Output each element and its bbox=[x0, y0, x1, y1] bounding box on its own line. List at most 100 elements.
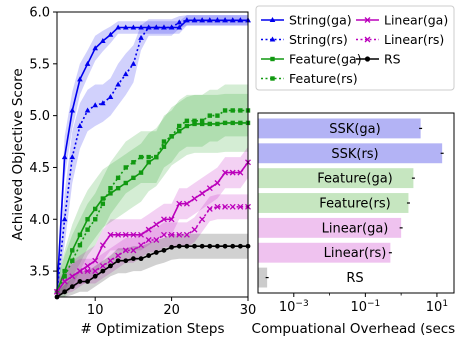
marker-stringrs bbox=[145, 24, 152, 30]
legend-entry: String(rs) bbox=[261, 32, 348, 47]
marker-rs bbox=[222, 243, 228, 249]
marker-stringga bbox=[92, 45, 98, 51]
legend-label: Linear(rs) bbox=[384, 32, 444, 47]
marker-featurega bbox=[131, 175, 136, 181]
marker-linearrs bbox=[168, 231, 175, 238]
line-x-tick-label: 10 bbox=[87, 303, 104, 318]
bar-label: Linear(rs) bbox=[324, 246, 387, 261]
marker-featurers bbox=[115, 175, 121, 181]
marker-featurers bbox=[123, 165, 128, 170]
marker-linearrs bbox=[115, 252, 122, 259]
marker-rs bbox=[146, 253, 152, 258]
marker-linearga bbox=[206, 185, 213, 192]
marker-linearrs bbox=[214, 203, 221, 210]
marker-stringrs bbox=[138, 34, 144, 40]
marker-linearrs bbox=[222, 203, 229, 210]
marker-linearrs bbox=[61, 278, 68, 285]
line-y-tick-label: 4.0 bbox=[29, 213, 50, 228]
marker-linearga bbox=[229, 169, 236, 176]
line-y-tick-label: 5.5 bbox=[29, 57, 50, 72]
legend-marker bbox=[364, 36, 371, 43]
marker-linearga bbox=[138, 231, 144, 238]
marker-stringga bbox=[61, 154, 68, 160]
marker-rs bbox=[123, 258, 129, 264]
marker-rs bbox=[92, 273, 98, 279]
bar-featurega bbox=[258, 168, 414, 189]
marker-rs bbox=[108, 263, 113, 269]
marker-stringrs bbox=[153, 24, 160, 30]
marker-featurers bbox=[222, 108, 228, 113]
marker-linearga bbox=[115, 231, 122, 238]
line-x-tick-label: 30 bbox=[240, 303, 257, 318]
marker-stringga bbox=[122, 24, 129, 30]
marker-featurers bbox=[192, 118, 197, 124]
line-x-axis-label: # Optimization Steps bbox=[80, 321, 224, 337]
marker-stringrs bbox=[107, 93, 114, 99]
bar-label: SSK(rs) bbox=[331, 147, 378, 162]
marker-linearga bbox=[183, 200, 190, 207]
marker-linearga bbox=[145, 226, 152, 233]
marker-linearga bbox=[168, 216, 175, 223]
bar-x-ticks: 10−3 10−1 101 bbox=[279, 293, 448, 315]
bar-label: Feature(rs) bbox=[319, 197, 390, 212]
marker-featurers bbox=[230, 108, 235, 113]
marker-stringrs bbox=[77, 123, 83, 128]
marker-stringga bbox=[176, 24, 183, 30]
marker-stringrs bbox=[229, 17, 236, 23]
marker-linearga bbox=[107, 231, 114, 238]
marker-featurega bbox=[177, 128, 182, 134]
bar-label: RS bbox=[346, 271, 363, 286]
line-plot-frame bbox=[56, 11, 249, 298]
bar-plot-frame bbox=[257, 112, 455, 294]
legend-label: String(ga) bbox=[289, 13, 352, 28]
legend-entry: String(ga) bbox=[261, 13, 352, 28]
marker-featurega bbox=[100, 196, 106, 201]
marker-rs bbox=[115, 258, 121, 264]
line-x-ticks: 10 20 30 bbox=[87, 297, 256, 318]
bar-x-tick-label: 10−3 bbox=[279, 299, 309, 315]
marker-featurega bbox=[62, 268, 67, 274]
legend-marker bbox=[364, 17, 371, 23]
marker-stringrs bbox=[122, 71, 129, 77]
marker-linearga bbox=[122, 231, 129, 238]
bar-sskrs bbox=[258, 143, 443, 164]
marker-stringrs bbox=[115, 81, 121, 87]
marker-featurega bbox=[93, 206, 98, 212]
legend-label: RS bbox=[384, 52, 401, 67]
marker-rs bbox=[230, 243, 236, 249]
marker-linearrs bbox=[76, 268, 83, 275]
marker-rs bbox=[77, 279, 83, 284]
marker-featurega bbox=[192, 121, 197, 127]
marker-featurers bbox=[85, 227, 90, 232]
line-y-tick-label: 4.5 bbox=[29, 161, 50, 176]
marker-rs bbox=[62, 289, 68, 295]
line-y-tick-label: 5.0 bbox=[29, 109, 50, 124]
marker-stringga bbox=[115, 24, 121, 30]
marker-featurega bbox=[215, 121, 220, 127]
marker-featurers bbox=[215, 113, 220, 118]
legend-label: String(rs) bbox=[289, 32, 348, 47]
legend-marker bbox=[270, 76, 275, 81]
bar-chart: SSK(ga) SSK(rs) Feature(ga) Feature(rs) Line… bbox=[252, 112, 456, 337]
marker-stringrs bbox=[176, 19, 183, 25]
marker-featurers bbox=[177, 123, 182, 129]
marker-featurega bbox=[230, 120, 235, 126]
marker-featurers bbox=[184, 118, 190, 124]
marker-linearga bbox=[99, 242, 106, 249]
marker-featurers bbox=[131, 160, 136, 165]
bar-featurers bbox=[258, 193, 409, 213]
marker-featurega bbox=[199, 121, 205, 127]
bar-label: SSK(ga) bbox=[329, 122, 380, 137]
marker-rs bbox=[138, 256, 144, 262]
marker-stringrs bbox=[191, 17, 198, 23]
marker-stringrs bbox=[168, 24, 175, 30]
marker-stringga bbox=[69, 107, 76, 113]
marker-stringga bbox=[138, 24, 144, 30]
marker-featurers bbox=[70, 258, 75, 263]
marker-linearga bbox=[92, 257, 99, 264]
marker-featurers bbox=[138, 154, 144, 160]
marker-linearrs bbox=[84, 268, 91, 275]
marker-linearrs bbox=[138, 242, 144, 249]
marker-featurega bbox=[184, 123, 190, 129]
